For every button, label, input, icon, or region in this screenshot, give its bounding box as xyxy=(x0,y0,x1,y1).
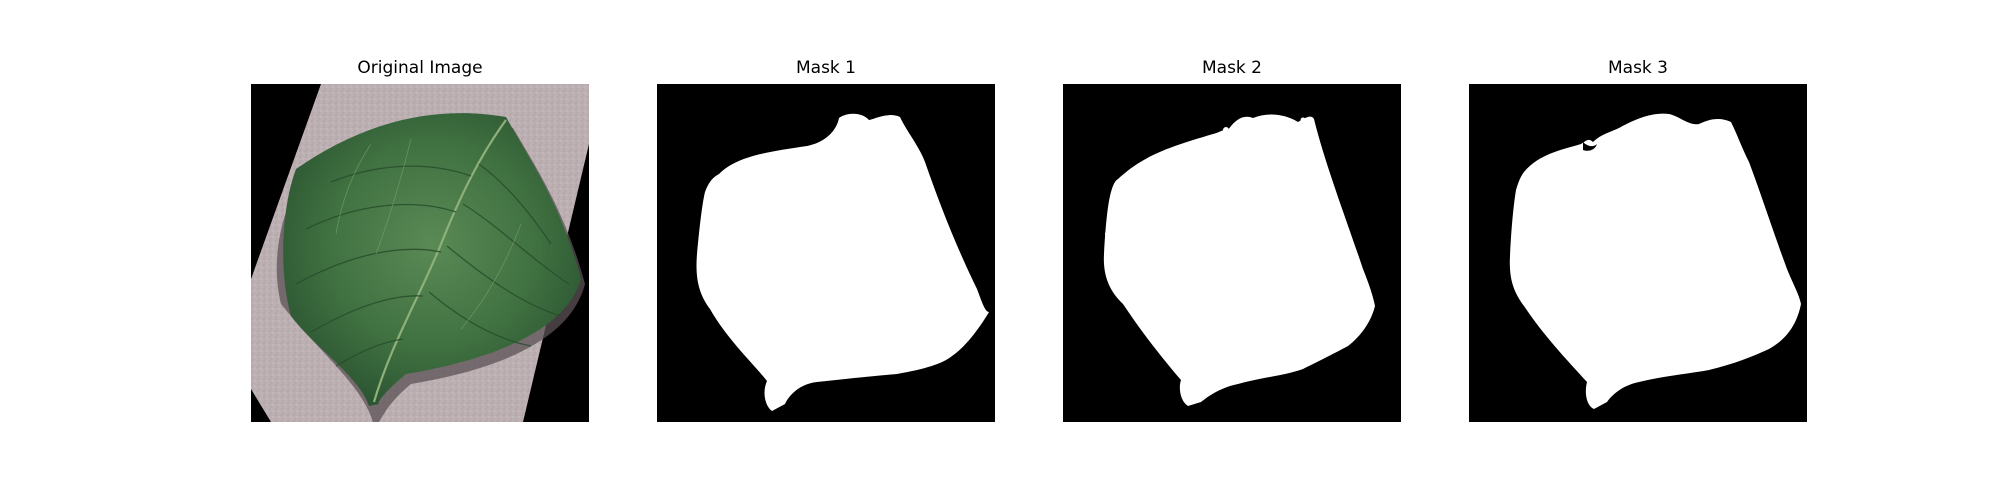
mask-region xyxy=(1509,113,1801,410)
mask-3-image xyxy=(1469,84,1807,422)
original-leaf-photo xyxy=(251,84,589,422)
mask-notch xyxy=(1583,142,1597,151)
panel-mask-2: Mask 2 xyxy=(1063,0,1401,430)
leaf-veins xyxy=(295,163,570,367)
mask-edge-noise xyxy=(1105,117,1371,305)
leaf-highlights xyxy=(335,138,522,330)
leaf-midrib xyxy=(372,119,507,403)
leaf xyxy=(283,113,581,407)
panel-title: Mask 1 xyxy=(795,58,856,78)
panel-mask-3: Mask 3 xyxy=(1469,0,1807,430)
mask-region xyxy=(1103,114,1375,406)
mask-2-image xyxy=(1063,84,1401,422)
panel-mask-1: Mask 1 xyxy=(657,0,995,430)
panel-title: Mask 3 xyxy=(1607,58,1668,78)
mask-region xyxy=(696,113,989,412)
mask-1-image xyxy=(657,84,995,422)
panel-title: Mask 2 xyxy=(1201,58,1262,78)
panel-original-image: Original Image xyxy=(251,0,589,430)
panel-title: Original Image xyxy=(357,58,483,78)
